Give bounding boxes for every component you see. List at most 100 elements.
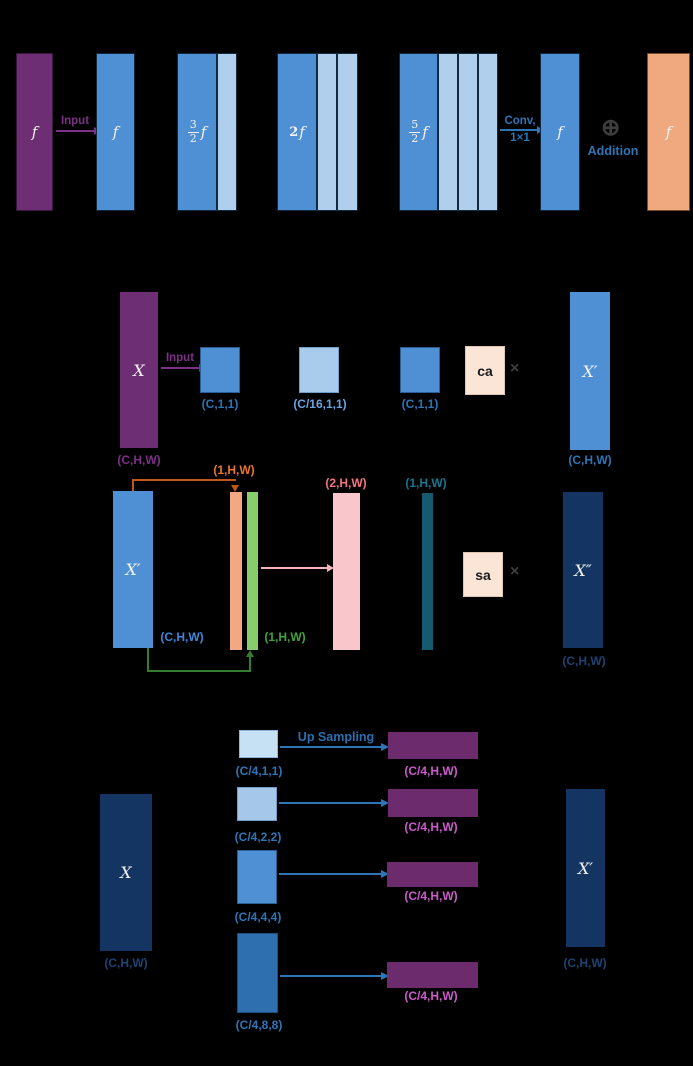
feature-slice (317, 53, 337, 211)
ca-input-shape-label: (C,H,W) (117, 453, 161, 467)
conv-bar-2f: 2 f (277, 53, 317, 211)
upsampled-bar-3 (387, 862, 478, 887)
up-output-bar: X′ (566, 789, 605, 947)
input-arrow (56, 130, 94, 132)
bar-label: 2 f (289, 123, 305, 141)
bar-label: X′ (125, 560, 141, 579)
ca-pool-box (200, 347, 240, 393)
upsampled-bar-4 (387, 962, 478, 988)
max-pool-arrow-stub (132, 480, 134, 492)
conv-1x1-label-line2: 1×1 (510, 132, 530, 144)
feature-slice (217, 53, 237, 211)
pink-shape-label: (2,H,W) (325, 476, 367, 490)
avg-pool-arrow (147, 670, 251, 672)
sa-weights-label: sa (475, 566, 491, 583)
ca-input-bar: X (120, 292, 158, 448)
max-pool-arrowhead-icon (231, 485, 239, 492)
bar-label: f (31, 123, 38, 141)
sa-input-shape-label: (C,H,W) (160, 630, 204, 644)
conv-1x1-arrow (500, 129, 537, 131)
bar-label: X′ (582, 361, 598, 381)
ca-reduce-box (299, 347, 339, 393)
scale-box-1-shape-label: (C/4,1,1) (235, 764, 283, 778)
scale-box-4 (237, 933, 278, 1013)
ca-weights-box: ca (465, 346, 505, 395)
multiply-icon: × (510, 360, 520, 377)
bar-label: f (557, 123, 563, 141)
sa-input-bar: X′ (113, 491, 153, 648)
addition-label: Addition (587, 144, 639, 158)
ca-weights-label: ca (477, 362, 493, 379)
circle-plus-icon: ⊕ (601, 114, 621, 140)
max-pool-arrow (132, 479, 236, 481)
bar-label: X″ (574, 560, 592, 580)
scale-box-4-shape-label: (C/4,8,8) (235, 1018, 283, 1032)
ca-output-shape-label: (C,H,W) (568, 453, 612, 467)
input-feature-bar: f (16, 53, 53, 211)
bar-label: X (120, 863, 132, 882)
ca-input-arrow-label: Input (165, 352, 195, 364)
feature-slice (458, 53, 478, 211)
upsample-arrowhead-2-icon (381, 799, 389, 807)
concat-bar (333, 493, 360, 650)
feature-slice (337, 53, 358, 211)
bar-label: f (665, 123, 672, 141)
up-input-bar: X (100, 794, 152, 951)
upsampled-bar-3-shape-label: (C/4,H,W) (404, 889, 458, 903)
conv-output-bar-f: f (540, 53, 580, 211)
scale-box-2 (237, 787, 277, 821)
residual-output-bar: f (647, 53, 690, 211)
upsample-arrowhead-4-icon (381, 972, 389, 980)
conv-1x1-label-line1: Conv, (504, 115, 536, 127)
multiply-icon: × (510, 563, 520, 580)
bar-label: X′ (577, 858, 594, 878)
avg-pool-arrow-rise (249, 656, 251, 672)
upsampled-bar-2-shape-label: (C/4,H,W) (404, 820, 458, 834)
upsampled-bar-4-shape-label: (C/4,H,W) (404, 989, 458, 1003)
concat-arrow (261, 567, 327, 569)
upsampled-bar-2 (388, 789, 478, 817)
up-sampling-arrowhead-icon (381, 743, 389, 751)
green-shape-label: (1,H,W) (264, 630, 306, 644)
feature-slice (478, 53, 498, 211)
conv-bar-f1: f (96, 53, 135, 211)
upsample-arrowhead-3-icon (381, 870, 389, 878)
sa-output-bar: X″ (563, 492, 603, 648)
scale-box-3-shape-label: (C/4,4,4) (234, 910, 282, 924)
upsampled-bar-1-shape-label: (C/4,H,W) (404, 764, 458, 778)
conv-map-thin-bar (422, 493, 433, 650)
ca-output-bar: X′ (570, 292, 610, 450)
up-input-shape-label: (C,H,W) (104, 956, 148, 970)
avg-pool-arrow-stub (147, 648, 149, 672)
bar-label: f (112, 123, 119, 141)
ca-reduce-shape-label: (C/16,1,1) (293, 397, 347, 411)
orange-shape-label: (1,H,W) (213, 463, 255, 477)
upsample-arrow-3 (279, 873, 381, 875)
max-pool-thin-bar (230, 492, 242, 650)
feature-slice (438, 53, 458, 211)
upsample-arrow-4 (280, 975, 381, 977)
up-sampling-arrow (280, 746, 381, 748)
ca-input-arrow (161, 367, 199, 369)
upsampled-bar-1 (388, 732, 478, 759)
scale-box-3 (237, 850, 277, 904)
teal-shape-label: (1,H,W) (405, 476, 447, 490)
bar-label: X (133, 360, 145, 380)
scale-box-1 (239, 730, 278, 758)
up-output-shape-label: (C,H,W) (563, 956, 607, 970)
scale-box-2-shape-label: (C/4,2,2) (234, 830, 282, 844)
up-sampling-label: Up Sampling (297, 730, 375, 744)
input-arrow-label: Input (60, 115, 90, 127)
avg-pool-arrowhead-icon (246, 650, 254, 657)
avg-pool-thin-bar (247, 492, 258, 650)
ca-expand-box (400, 347, 440, 393)
sa-output-shape-label: (C,H,W) (562, 654, 606, 668)
upsample-arrow-2 (279, 802, 381, 804)
ca-pool-shape-label: (C,1,1) (201, 397, 239, 411)
sa-weights-box: sa (463, 552, 503, 597)
